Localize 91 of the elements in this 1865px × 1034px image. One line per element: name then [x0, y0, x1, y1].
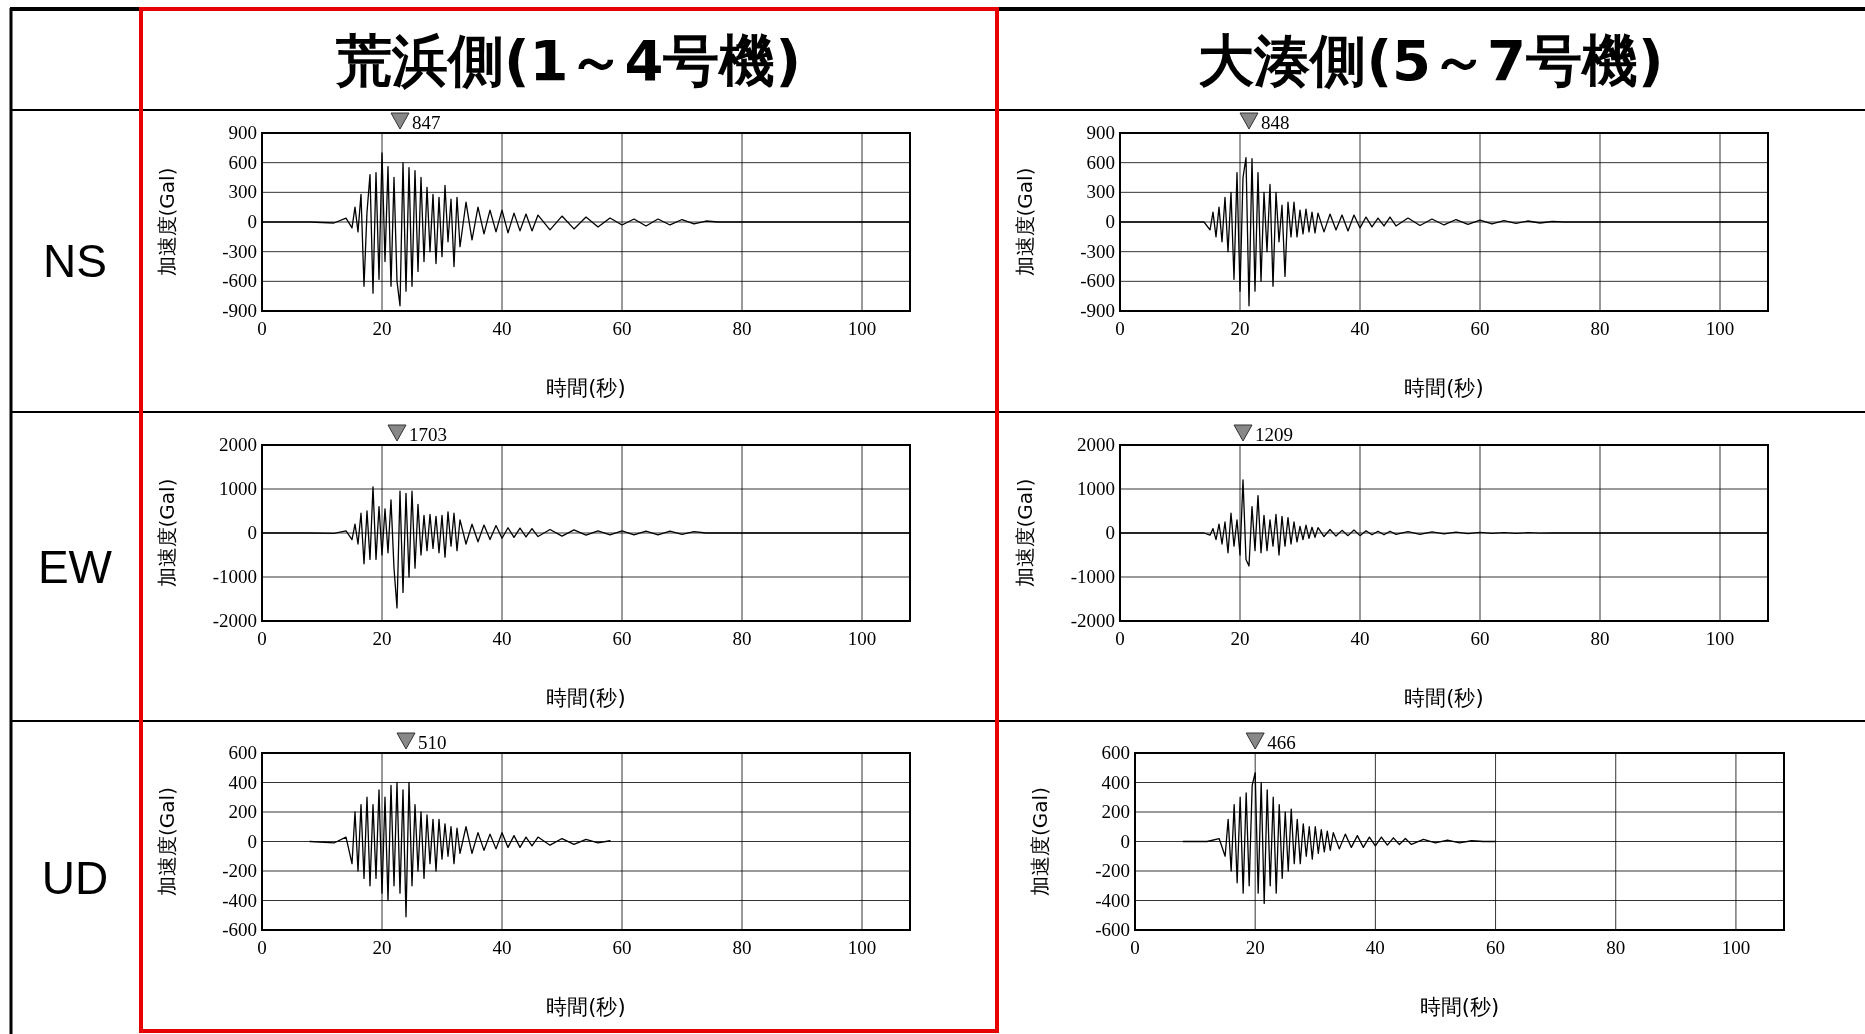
- y-tick-label: -400: [1095, 889, 1130, 911]
- y-axis-title: 加速度(Gal): [155, 478, 179, 588]
- x-tick-label: 40: [492, 937, 512, 958]
- annotation: 1703: [409, 424, 447, 445]
- x-tick-label: 100: [1705, 318, 1735, 339]
- y-tick-label: 400: [1101, 771, 1130, 793]
- y-tick-label: -200: [222, 860, 257, 881]
- annotation: 1209: [1255, 424, 1293, 445]
- x-tick-label: 20: [372, 937, 392, 958]
- text: UD: [41, 851, 109, 904]
- x-tick-label: 40: [492, 318, 512, 339]
- y-tick-label: -300: [222, 240, 257, 262]
- x-tick-label: 20: [1230, 318, 1250, 339]
- x-tick-label: 60: [612, 318, 632, 339]
- y-axis-title: 加速度(Gal): [1013, 478, 1037, 588]
- y-tick-label: -200: [1095, 860, 1130, 881]
- y-tick-label: -400: [222, 889, 257, 911]
- annotation: 510: [418, 732, 447, 753]
- x-tick-label: 100: [847, 318, 877, 339]
- x-tick-label: 80: [1590, 318, 1610, 339]
- y-axis-title: 加速度(Gal): [155, 167, 179, 277]
- x-tick-label: 40: [1365, 937, 1385, 958]
- chart-title: 大湊側(5～7号機): [1198, 28, 1664, 93]
- y-tick-label: 200: [1101, 801, 1130, 822]
- x-tick-label: 20: [1245, 937, 1265, 958]
- y-tick-label: 1000: [219, 478, 257, 499]
- x-tick-label: 20: [372, 628, 392, 649]
- x-axis-title: 時間(秒): [1404, 376, 1484, 400]
- x-tick-label: 40: [1350, 318, 1370, 339]
- y-tick-label: 600: [228, 151, 257, 173]
- y-tick-label: -600: [222, 919, 257, 940]
- x-tick-label: 20: [372, 318, 392, 339]
- y-tick-label: 2000: [219, 434, 257, 455]
- x-axis-title: 時間(秒): [546, 376, 626, 400]
- y-tick-label: 0: [1105, 211, 1115, 232]
- y-tick-label: 0: [247, 830, 257, 852]
- text: 848: [1261, 112, 1290, 133]
- y-tick-label: 900: [1086, 122, 1115, 143]
- y-tick-label: -600: [222, 270, 257, 292]
- y-tick-label: -600: [1080, 270, 1115, 292]
- x-tick-label: 80: [1606, 937, 1626, 958]
- y-axis-title: 加速度(Gal): [155, 787, 179, 896]
- x-tick-label: 100: [1705, 628, 1735, 649]
- x-axis-title: 時間(秒): [1419, 995, 1500, 1019]
- y-tick-label: 200: [228, 801, 257, 822]
- x-tick-label: 80: [732, 628, 752, 649]
- y-tick-label: 2000: [1077, 434, 1115, 455]
- x-tick-label: 60: [612, 937, 632, 958]
- y-tick-label: -300: [1080, 240, 1115, 262]
- text: EW: [37, 540, 113, 593]
- x-tick-label: 100: [847, 628, 877, 649]
- x-tick-label: 60: [1470, 318, 1490, 339]
- text: 847: [412, 112, 441, 133]
- x-tick-label: 60: [612, 628, 632, 649]
- x-tick-label: 80: [732, 937, 752, 958]
- text: NS: [43, 235, 107, 287]
- x-tick-label: 100: [847, 937, 877, 958]
- y-tick-label: -900: [222, 300, 257, 321]
- annotation: 466: [1267, 732, 1296, 753]
- x-tick-label: 20: [1230, 628, 1250, 649]
- y-tick-label: 600: [228, 742, 257, 763]
- y-tick-label: 400: [228, 771, 257, 793]
- y-tick-label: 1000: [1077, 478, 1115, 499]
- x-tick-label: 40: [492, 628, 512, 649]
- y-tick-label: -1000: [212, 566, 257, 587]
- x-tick-label: 60: [1486, 937, 1506, 958]
- y-tick-label: 300: [1086, 181, 1115, 203]
- y-tick-label: 600: [1086, 151, 1115, 173]
- x-tick-label: 40: [1350, 628, 1370, 649]
- y-tick-label: -600: [1095, 919, 1130, 940]
- y-tick-label: 0: [247, 211, 257, 232]
- chart-title: 荒浜側(1～4号機): [334, 28, 802, 93]
- x-tick-label: 100: [1721, 937, 1751, 958]
- y-tick-label: 0: [1120, 830, 1130, 852]
- y-axis-title: 加速度(Gal): [1013, 167, 1037, 277]
- y-tick-label: -2000: [1070, 610, 1115, 631]
- x-axis-title: 時間(秒): [1404, 686, 1484, 710]
- y-tick-label: 0: [1105, 522, 1115, 543]
- x-tick-label: 80: [732, 318, 752, 339]
- y-tick-label: 0: [247, 522, 257, 543]
- y-tick-label: 900: [228, 122, 257, 143]
- x-axis-title: 時間(秒): [546, 686, 626, 710]
- y-axis-title: 加速度(Gal): [1028, 787, 1052, 896]
- y-tick-label: 300: [228, 181, 257, 203]
- x-tick-label: 80: [1590, 628, 1610, 649]
- y-tick-label: -900: [1080, 300, 1115, 321]
- x-tick-label: 60: [1470, 628, 1490, 649]
- y-tick-label: 600: [1101, 742, 1130, 763]
- y-tick-label: -2000: [212, 610, 257, 631]
- x-axis-title: 時間(秒): [546, 995, 626, 1019]
- y-tick-label: -1000: [1070, 566, 1115, 587]
